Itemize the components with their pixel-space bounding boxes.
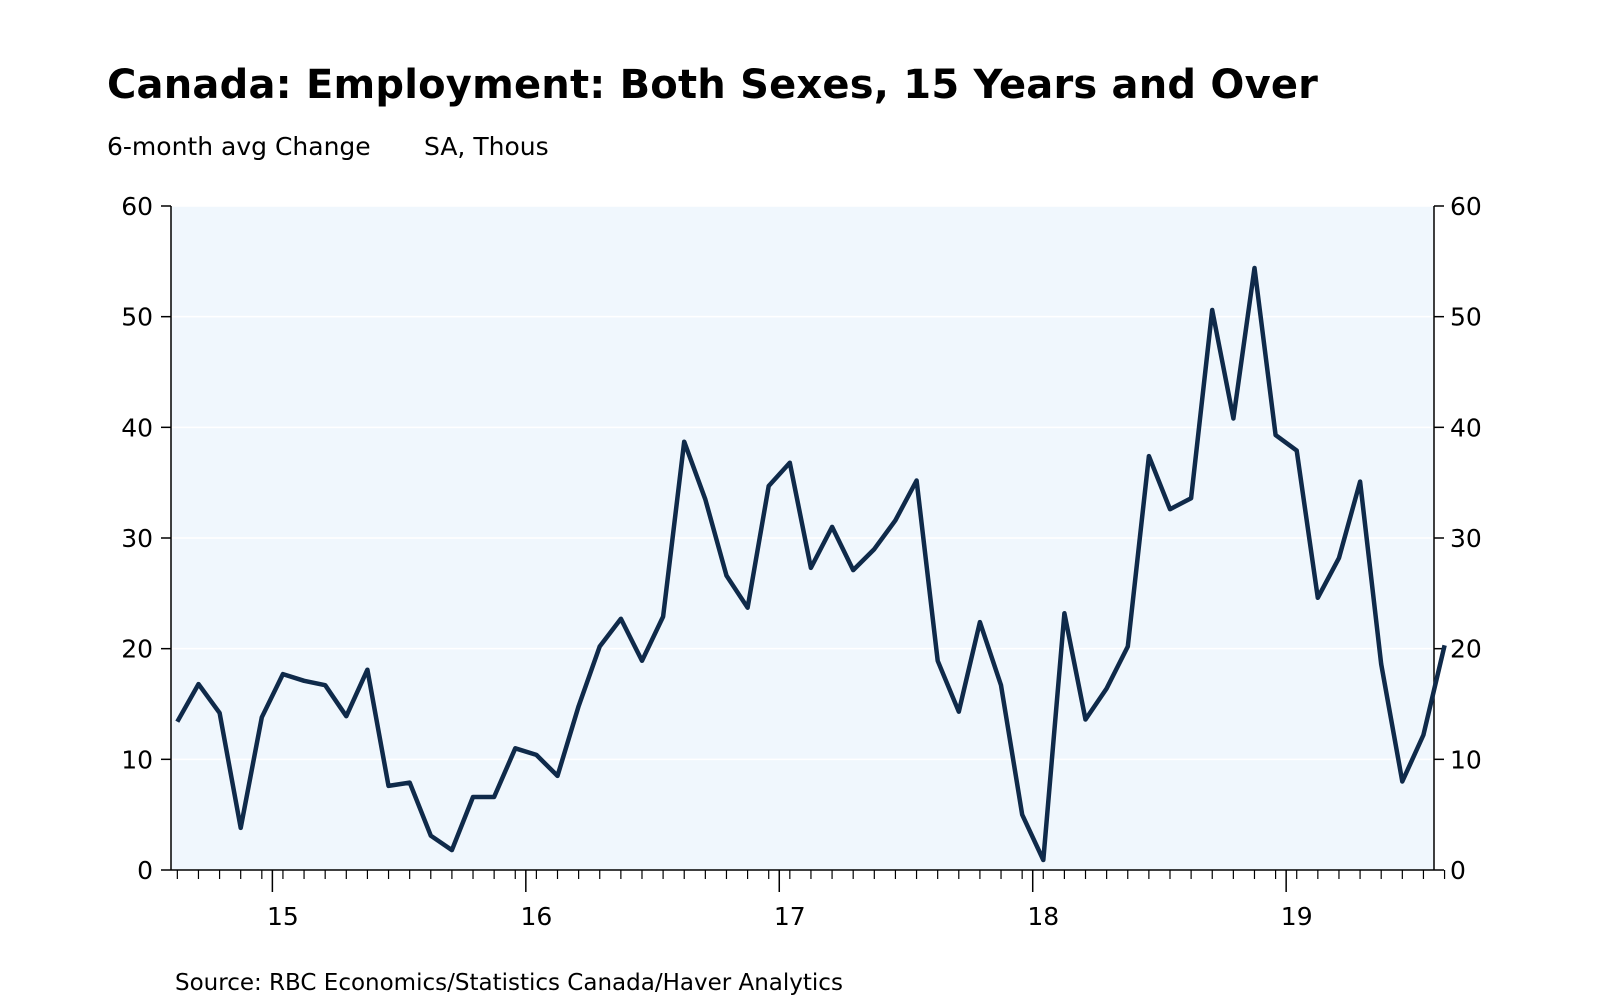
chart-subtitle-measure: 6-month avg Change bbox=[107, 132, 371, 161]
y-tick-label-right-30: 30 bbox=[1450, 524, 1482, 553]
y-tick-label-left-50: 50 bbox=[121, 303, 153, 332]
y-tick-label-right-40: 40 bbox=[1450, 413, 1482, 442]
x-tick-label-19: 19 bbox=[1281, 902, 1313, 931]
y-tick-label-left-60: 60 bbox=[121, 192, 153, 221]
y-tick-label-left-10: 10 bbox=[121, 745, 153, 774]
chart-source: Source: RBC Economics/Statistics Canada/… bbox=[175, 970, 843, 996]
y-tick-label-right-50: 50 bbox=[1450, 303, 1482, 332]
chart-title: Canada: Employment: Both Sexes, 15 Years… bbox=[107, 62, 1319, 108]
y-tick-label-left-40: 40 bbox=[121, 413, 153, 442]
x-tick-label-15: 15 bbox=[267, 902, 299, 931]
x-tick-label-18: 18 bbox=[1027, 902, 1059, 931]
x-tick-label-17: 17 bbox=[774, 902, 806, 931]
y-tick-label-right-20: 20 bbox=[1450, 635, 1482, 664]
y-tick-label-right-10: 10 bbox=[1450, 745, 1482, 774]
chart-subtitle-units: SA, Thous bbox=[424, 132, 549, 161]
y-tick-label-right-60: 60 bbox=[1450, 192, 1482, 221]
y-tick-label-left-0: 0 bbox=[137, 856, 153, 885]
y-tick-label-right-0: 0 bbox=[1450, 856, 1466, 885]
y-tick-label-left-20: 20 bbox=[121, 635, 153, 664]
x-tick-label-16: 16 bbox=[520, 902, 552, 931]
y-tick-label-left-30: 30 bbox=[121, 524, 153, 553]
